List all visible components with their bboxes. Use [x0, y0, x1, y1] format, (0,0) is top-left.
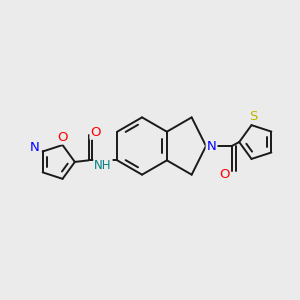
Text: S: S	[249, 110, 257, 123]
Text: N: N	[207, 140, 216, 152]
Text: O: O	[57, 130, 68, 144]
Text: O: O	[219, 168, 230, 181]
Text: NH: NH	[94, 159, 112, 172]
Text: N: N	[30, 141, 40, 154]
Text: O: O	[91, 126, 101, 139]
